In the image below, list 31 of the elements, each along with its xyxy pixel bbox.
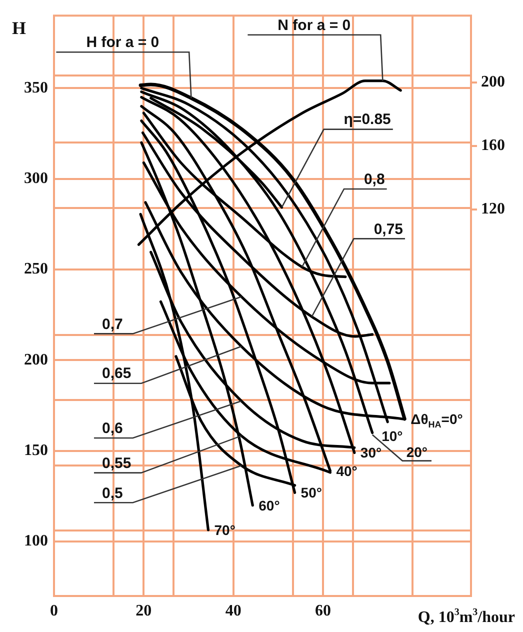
- annotation: 0,65: [102, 365, 132, 382]
- y-axis-title: H: [12, 18, 26, 38]
- series-label: 60°: [258, 497, 280, 514]
- annotation: η=0.85: [344, 111, 391, 128]
- x-tick-label: 60: [315, 602, 332, 620]
- y-tick-label: 300: [24, 170, 48, 187]
- series-label: 50°: [300, 484, 322, 501]
- y-tick-label: 250: [24, 260, 48, 278]
- y2-tick-label: 200: [481, 74, 505, 91]
- annotation: 0,6: [102, 420, 123, 438]
- y-tick-label: 100: [24, 532, 48, 550]
- annotation: 0,8: [364, 170, 385, 188]
- series-label: 70°: [214, 522, 236, 538]
- annotation: 0,75: [374, 220, 404, 238]
- y2-tick-label: 120: [481, 200, 505, 218]
- annotation: N for a = 0: [278, 16, 351, 34]
- x-tick-label: 0: [50, 602, 58, 620]
- series-label: 30°: [360, 444, 382, 461]
- x-tick-label: 20: [136, 602, 152, 620]
- y-tick-label: 200: [24, 351, 48, 368]
- y2-tick-label: 160: [481, 137, 505, 154]
- annotation: H for a = 0: [86, 34, 160, 52]
- series-label: 40°: [336, 462, 358, 479]
- y-tick-label: 150: [24, 442, 48, 460]
- x-tick-label: 40: [225, 602, 242, 620]
- text: 20°: [406, 444, 428, 460]
- annotation: 0,55: [102, 454, 132, 472]
- y-tick-label: 350: [24, 79, 48, 96]
- annotation: 0,5: [102, 484, 123, 502]
- series-label: 10°: [382, 428, 403, 444]
- annotation: 0,7: [102, 316, 123, 333]
